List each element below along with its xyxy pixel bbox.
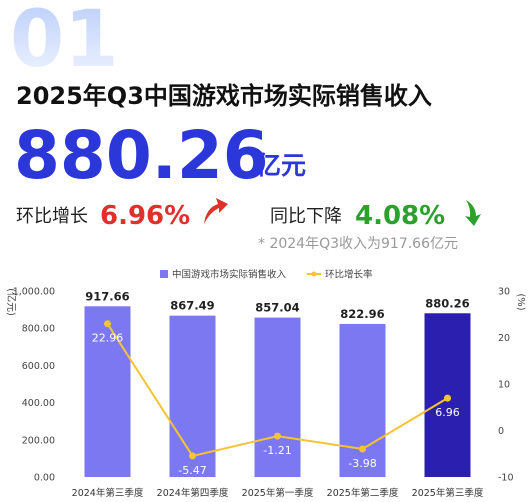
line-point [104,320,111,328]
yoy-label: 同比下降 [270,206,342,227]
line-value-label: 22.96 [92,332,124,345]
yoy-value: 4.08% [355,201,445,231]
bar-value-label: 880.26 [425,296,469,310]
y-tick-label: 1,000.00 [13,287,55,298]
bar-value-label: 867.49 [170,299,214,313]
down-arrow [465,200,481,226]
y-tick-label: 800.00 [22,324,55,335]
bar-value-label: 917.66 [85,289,129,303]
title: 2025年Q3中国游戏市场实际销售收入 [16,82,432,110]
legend-label: 中国游戏市场实际销售收入 [172,269,287,281]
line-value-label: -5.47 [178,464,206,477]
line-value-label: 6.96 [435,406,460,419]
bar-value-label: 822.96 [340,307,384,321]
y-axis-label: (亿元) [5,288,18,316]
x-tick-label: 2025年第一季度 [242,487,314,499]
y-tick-label: 0.00 [34,473,55,484]
line-value-label: -3.98 [348,457,376,470]
y2-tick-label: 20 [498,333,510,344]
chart: 1,000.00 800.00 600.00 400.00 200.00 0.00 30 20… [5,269,526,500]
y2-axis-label: (%) [515,293,526,310]
legend-dot [311,271,317,277]
line-value-label: -1.21 [263,444,291,457]
bar [84,306,131,477]
qoq-label: 环比增长 [16,206,88,227]
bar [169,315,216,477]
y2-tick-label: 10 [498,380,510,391]
x-tick-label: 2024年第四季度 [157,487,229,499]
note: * 2024年Q3收入为917.66亿元 [258,236,458,252]
y2-tick-label: 30 [498,287,510,298]
line-point [359,445,366,453]
up-arrow [204,198,228,224]
x-tick-label: 2025年第三季度 [412,487,484,499]
x-tick-label: 2024年第三季度 [72,487,144,499]
revenue-unit: 亿元 [256,151,306,180]
y2-tick-label: -10 [498,473,514,484]
line-point [444,394,451,402]
bar-value-label: 857.04 [255,301,299,315]
qoq-value: 6.96% [100,201,190,231]
legend-swatch [160,270,168,278]
line-point [274,432,281,440]
y-tick-label: 600.00 [22,361,55,372]
revenue: 880.26 [14,117,269,194]
y-tick-label: 400.00 [22,398,55,409]
bar [339,323,386,477]
legend-label: 环比增长率 [325,269,373,281]
y-tick-label: 200.00 [22,435,55,446]
x-tick-label: 2025年第二季度 [327,487,399,499]
y2-tick-label: 0 [498,426,504,437]
bar [254,317,301,477]
section-number: 01 [10,0,119,85]
line-point [189,452,196,460]
